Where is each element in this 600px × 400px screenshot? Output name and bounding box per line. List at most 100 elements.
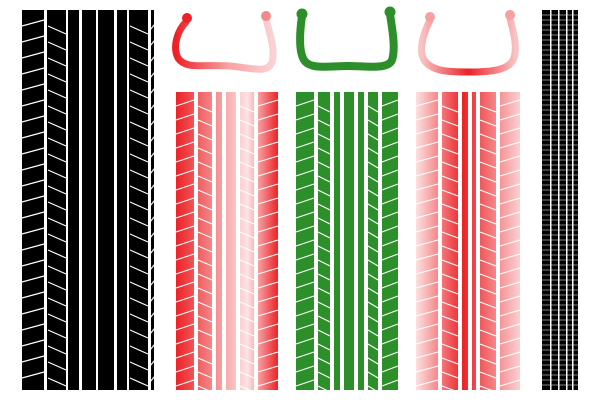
black-tread-sipe — [47, 25, 67, 35]
black-tread-sipe — [149, 231, 156, 239]
green-tread-sipe — [381, 183, 399, 191]
green-tire-cross-section — [296, 10, 398, 71]
green-tread-groove — [340, 92, 344, 390]
green-tread-sipe — [295, 281, 315, 289]
black-tread-sipe — [21, 291, 45, 299]
black-tread-sipe — [21, 323, 45, 331]
black-tread-sipe — [47, 313, 67, 323]
pink-tread-sipe — [499, 169, 521, 177]
red-tread-sipe — [257, 323, 279, 331]
red-tread-sipe — [239, 217, 255, 225]
green-tread-sipe — [317, 343, 331, 351]
pink-tread-sipe — [479, 231, 497, 239]
black-tread-sipe — [129, 137, 149, 147]
red-tread-sipe — [239, 161, 255, 169]
green-tread-sipe — [317, 105, 331, 113]
green-tread-sipe — [317, 273, 331, 281]
pink-tread-sipe — [479, 301, 497, 309]
pink-tread-sipe — [479, 287, 497, 295]
black-tread-sipe — [129, 41, 149, 51]
pink-tread-sipe — [441, 147, 459, 155]
pink-tread-sipe — [441, 385, 459, 393]
red-tread-sipe — [239, 273, 255, 281]
red-tread-sipe — [257, 169, 279, 177]
red-tread-sipe — [257, 281, 279, 289]
red-tread-sipe — [239, 119, 255, 127]
black-tread-sipe — [129, 169, 149, 179]
pink-tread-sipe — [479, 259, 497, 267]
red-tread-sipe — [197, 273, 213, 281]
red-tread-sipe — [257, 155, 279, 163]
red-tread-sipe — [239, 301, 255, 309]
green-tread-sipe — [295, 169, 315, 177]
pink-tread-sipe — [415, 337, 439, 345]
black-tread-sipe — [21, 195, 45, 203]
red-tread-groove — [254, 92, 258, 390]
red-tread-sipe — [175, 197, 195, 205]
black-tread-sipe — [47, 329, 67, 339]
pink-tread-sipe — [441, 189, 459, 197]
black-tread-sipe — [149, 263, 156, 271]
black-tread-sipe — [149, 55, 156, 63]
red-tread-sipe — [175, 379, 195, 387]
green-tread-sipe — [317, 161, 331, 169]
red-tread-sipe — [175, 155, 195, 163]
green-tread-sipe — [381, 197, 399, 205]
pink-tread-sipe — [415, 267, 439, 275]
black-tread-sipe — [129, 249, 149, 259]
pink-tread-sipe — [479, 217, 497, 225]
red-tread-sipe — [239, 343, 255, 351]
black-tread-sipe — [149, 119, 156, 127]
pink-tread-sipe — [441, 231, 459, 239]
black-tread-sipe — [149, 311, 156, 319]
pink-tread-sipe — [479, 161, 497, 169]
red-tread-sipe — [257, 295, 279, 303]
green-tread-sipe — [295, 197, 315, 205]
black-tread-groove — [96, 10, 98, 390]
thin-black-tread-panel — [542, 10, 578, 390]
pink-tread-sipe — [415, 281, 439, 289]
red-tread-sipe — [197, 245, 213, 253]
green-tread-sipe — [317, 245, 331, 253]
black-tread-sipe — [149, 183, 156, 191]
black-tread-sipe — [129, 89, 149, 99]
pink-tread-sipe — [479, 175, 497, 183]
pink-tread-groove — [458, 92, 462, 390]
black-tread-sipe — [129, 25, 149, 35]
red-tread-sipe — [257, 267, 279, 275]
black-tread-groove — [44, 10, 47, 390]
pink-tread-sipe — [441, 287, 459, 295]
pink-tread-sipe — [415, 253, 439, 261]
red-tread-sipe — [257, 239, 279, 247]
black-tread-groove — [114, 10, 117, 390]
black-tread-sipe — [129, 281, 149, 291]
red-tread-sipe — [197, 301, 213, 309]
black-tread-groove — [66, 10, 68, 390]
green-cross-section-left-bead — [296, 8, 308, 20]
pink-tread-sipe — [441, 119, 459, 127]
black-tread-groove — [148, 10, 151, 390]
green-tread-sipe — [295, 253, 315, 261]
red-tread-sipe — [257, 309, 279, 317]
pink-tread-sipe — [441, 203, 459, 211]
red-cross-section-right-bead — [261, 11, 271, 21]
pink-tread-sipe — [415, 155, 439, 163]
green-tread-sipe — [381, 253, 399, 261]
green-tread-sipe — [367, 287, 379, 295]
red-tread-sipe — [257, 99, 279, 107]
green-tread-sipe — [367, 315, 379, 323]
pink-tread-sipe — [499, 155, 521, 163]
pink-tread-sipe — [479, 385, 497, 393]
red-tread-sipe — [197, 105, 213, 113]
black-tread-sipe — [129, 153, 149, 163]
black-tread-sipe — [149, 23, 156, 31]
green-tread-sipe — [295, 267, 315, 275]
red-tread-sipe — [197, 371, 213, 379]
green-tread-sipe — [295, 183, 315, 191]
green-tread-sipe — [367, 119, 379, 127]
green-tread-sipe — [367, 175, 379, 183]
red-tread-sipe — [197, 329, 213, 337]
red-tread-sipe — [257, 113, 279, 121]
red-tread-sipe — [197, 385, 213, 393]
green-tread-sipe — [295, 113, 315, 121]
